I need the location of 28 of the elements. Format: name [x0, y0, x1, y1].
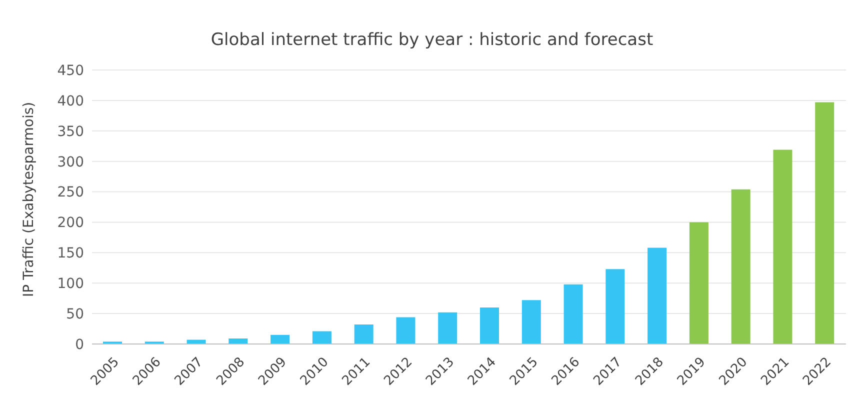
bar: [480, 307, 499, 344]
chart-title: Global internet traffic by year : historic and forecast: [210, 29, 654, 52]
bar: [354, 324, 374, 344]
y-axis-title: IP Traffic (Exabytesparmois): [20, 102, 37, 297]
bar: [731, 189, 750, 344]
y-tick-label: 50: [66, 306, 84, 323]
y-tick-label: 0: [75, 336, 84, 353]
bar: [396, 317, 416, 344]
y-tick-label: 350: [57, 124, 84, 140]
y-tick-label: 450: [57, 62, 84, 79]
y-tick-label: 200: [57, 215, 84, 232]
y-tick-label: 300: [57, 154, 84, 170]
y-tick-label: 100: [57, 276, 84, 292]
bar: [312, 331, 332, 344]
bar: [228, 338, 248, 344]
bar: [438, 312, 458, 344]
y-tick-label: 150: [57, 246, 84, 262]
y-tick-label: 250: [57, 184, 84, 201]
bar: [522, 300, 541, 344]
bar: [606, 269, 625, 344]
bar: [270, 334, 290, 344]
y-tick-label: 400: [57, 93, 84, 110]
bar: [689, 222, 708, 344]
bar: [564, 284, 583, 344]
bar: [648, 248, 667, 344]
bar: [186, 340, 206, 344]
bar: [815, 102, 834, 344]
bar: [773, 150, 792, 344]
